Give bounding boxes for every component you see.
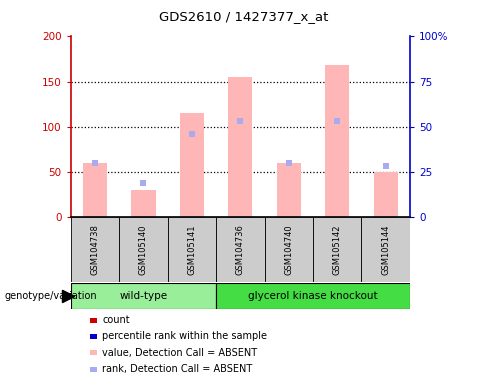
Bar bbox=[216, 283, 410, 309]
Bar bbox=[228, 77, 252, 217]
Text: value, Detection Call = ABSENT: value, Detection Call = ABSENT bbox=[102, 348, 258, 358]
Bar bbox=[374, 172, 398, 217]
Bar bbox=[180, 113, 204, 217]
Bar bbox=[313, 217, 362, 282]
Text: GSM105140: GSM105140 bbox=[139, 224, 148, 275]
Bar bbox=[216, 217, 264, 282]
Bar bbox=[264, 217, 313, 282]
Text: count: count bbox=[102, 315, 130, 325]
Bar bbox=[71, 283, 216, 309]
Point bbox=[140, 180, 147, 186]
Point bbox=[382, 163, 389, 169]
Text: GSM104736: GSM104736 bbox=[236, 224, 245, 275]
Bar bbox=[362, 217, 410, 282]
Text: glycerol kinase knockout: glycerol kinase knockout bbox=[248, 291, 378, 301]
Point bbox=[188, 131, 196, 137]
Text: GSM105144: GSM105144 bbox=[381, 224, 390, 275]
Point bbox=[285, 160, 293, 166]
Point bbox=[236, 118, 244, 124]
Text: GSM105142: GSM105142 bbox=[333, 224, 342, 275]
Bar bbox=[131, 190, 156, 217]
Text: genotype/variation: genotype/variation bbox=[5, 291, 98, 301]
Text: GDS2610 / 1427377_x_at: GDS2610 / 1427377_x_at bbox=[159, 10, 329, 23]
Text: GSM105141: GSM105141 bbox=[187, 224, 196, 275]
Text: GSM104740: GSM104740 bbox=[285, 224, 293, 275]
Point bbox=[91, 160, 99, 166]
Text: rank, Detection Call = ABSENT: rank, Detection Call = ABSENT bbox=[102, 364, 253, 374]
Bar bbox=[119, 217, 168, 282]
Point bbox=[333, 118, 341, 124]
Bar bbox=[168, 217, 216, 282]
Bar bbox=[83, 163, 107, 217]
Bar bbox=[71, 217, 119, 282]
Text: wild-type: wild-type bbox=[120, 291, 167, 301]
Bar bbox=[277, 163, 301, 217]
Text: GSM104738: GSM104738 bbox=[90, 224, 100, 275]
Bar bbox=[325, 65, 349, 217]
Text: percentile rank within the sample: percentile rank within the sample bbox=[102, 331, 267, 341]
